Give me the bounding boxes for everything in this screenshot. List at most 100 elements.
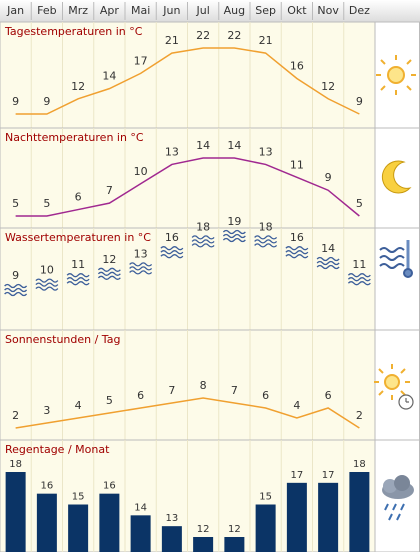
- value-label: 11: [71, 258, 85, 271]
- panel-title: Tagestemperaturen in °C: [4, 25, 143, 38]
- value-label: 18: [259, 220, 273, 233]
- bar: [318, 482, 339, 552]
- water-icon: [379, 240, 413, 278]
- value-label: 18: [196, 220, 210, 233]
- value-label: 17: [322, 470, 335, 481]
- value-label: 16: [41, 481, 54, 492]
- month-label: Jan: [6, 4, 24, 17]
- value-label: 7: [231, 384, 238, 397]
- value-label: 15: [259, 492, 272, 503]
- value-label: 9: [12, 269, 19, 282]
- value-label: 14: [102, 70, 116, 83]
- value-label: 16: [165, 231, 179, 244]
- value-label: 14: [134, 502, 147, 513]
- wave-mark: [97, 267, 121, 280]
- value-label: 2: [356, 409, 363, 422]
- panel-title: Nachttemperaturen in °C: [5, 131, 144, 144]
- value-label: 9: [356, 95, 363, 108]
- value-label: 13: [259, 145, 273, 158]
- value-label: 5: [106, 394, 113, 407]
- month-label: Dez: [349, 4, 370, 17]
- month-label: Sep: [255, 4, 276, 17]
- value-label: 12: [71, 80, 85, 93]
- value-label: 5: [12, 197, 19, 210]
- wave-mark: [160, 246, 184, 259]
- wave-mark: [222, 229, 246, 243]
- month-label: Aug: [224, 4, 245, 17]
- sun-icon: [376, 55, 416, 95]
- value-label: 9: [325, 171, 332, 184]
- value-label: 21: [165, 34, 179, 47]
- value-label: 14: [196, 139, 210, 152]
- month-label: Okt: [287, 4, 307, 17]
- bar: [5, 472, 26, 552]
- value-label: 7: [168, 384, 175, 397]
- wave-mark: [4, 283, 28, 297]
- month-label: Apr: [100, 4, 120, 17]
- value-label: 12: [102, 253, 116, 266]
- month-label: Jul: [195, 4, 209, 17]
- bar: [349, 472, 370, 552]
- data-line: [15, 397, 360, 429]
- value-label: 12: [228, 524, 241, 535]
- bar: [255, 504, 276, 552]
- value-label: 18: [353, 459, 366, 470]
- value-label: 17: [134, 54, 148, 67]
- wave-mark: [129, 262, 153, 275]
- value-label: 4: [75, 399, 82, 412]
- bar: [68, 504, 89, 552]
- value-label: 18: [9, 459, 22, 470]
- wave-mark: [66, 273, 90, 286]
- value-label: 12: [321, 80, 335, 93]
- value-label: 5: [43, 197, 50, 210]
- value-label: 16: [290, 231, 304, 244]
- value-label: 5: [356, 197, 363, 210]
- value-label: 9: [43, 95, 50, 108]
- value-label: 3: [43, 404, 50, 417]
- value-label: 16: [290, 59, 304, 72]
- value-label: 13: [134, 247, 148, 260]
- panel-title: Regentage / Monat: [5, 443, 110, 456]
- value-label: 10: [134, 165, 148, 178]
- value-label: 14: [321, 242, 335, 255]
- bar: [161, 526, 182, 552]
- value-label: 6: [137, 389, 144, 402]
- month-label: Jun: [162, 4, 180, 17]
- value-label: 22: [227, 29, 241, 42]
- icon-cell: [374, 227, 420, 331]
- rain-icon: [382, 475, 414, 521]
- wave-mark: [254, 235, 278, 248]
- value-label: 12: [197, 524, 210, 535]
- value-label: 4: [293, 399, 300, 412]
- value-label: 16: [103, 481, 116, 492]
- month-label: Nov: [317, 4, 339, 17]
- value-label: 19: [227, 215, 241, 228]
- value-label: 15: [72, 492, 85, 503]
- bar: [130, 515, 151, 552]
- bar: [286, 482, 307, 552]
- value-label: 21: [259, 34, 273, 47]
- month-label: Mrz: [68, 4, 88, 17]
- month-label: Feb: [37, 4, 56, 17]
- wave-mark: [285, 246, 309, 259]
- value-label: 22: [196, 29, 210, 42]
- wave-mark: [191, 235, 215, 248]
- panel-title: Wassertemperaturen in °C: [5, 231, 151, 244]
- bar: [36, 493, 57, 552]
- panel-title: Sonnenstunden / Tag: [5, 333, 120, 346]
- value-label: 6: [75, 191, 82, 204]
- bar: [99, 493, 120, 552]
- data-line: [15, 47, 360, 115]
- value-label: 7: [106, 184, 113, 197]
- header-bar: [0, 0, 420, 22]
- sun-clock-icon: [374, 364, 414, 410]
- icon-cell: [374, 127, 420, 229]
- value-label: 9: [12, 95, 19, 108]
- wave-mark: [316, 256, 340, 270]
- month-label: Mai: [131, 4, 150, 17]
- value-label: 6: [262, 389, 269, 402]
- value-label: 8: [200, 379, 207, 392]
- moon-icon: [381, 160, 412, 194]
- value-label: 14: [227, 139, 241, 152]
